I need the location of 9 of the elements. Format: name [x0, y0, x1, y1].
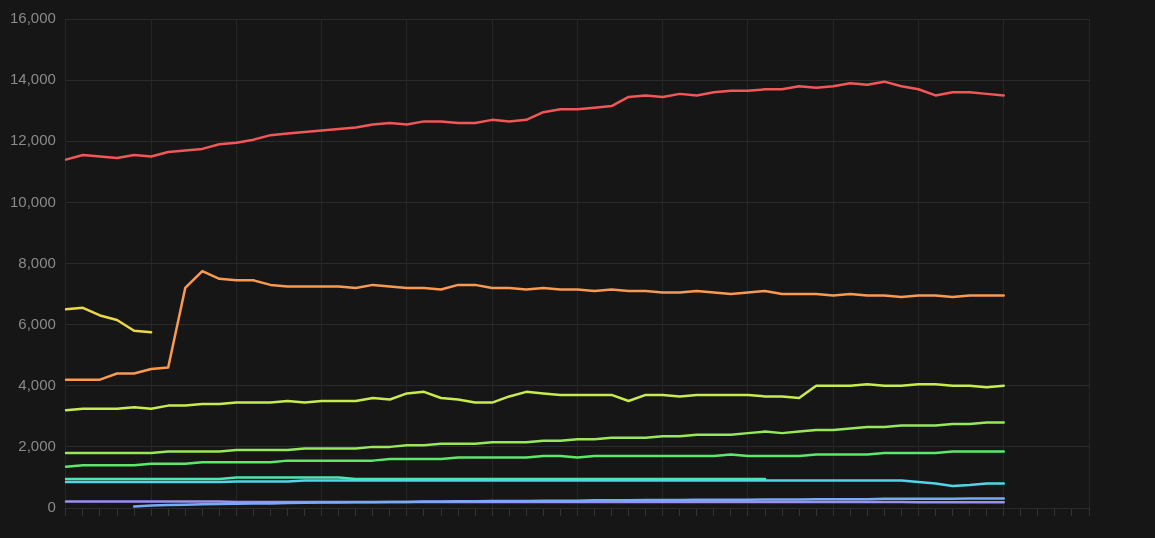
- y-tick-label: 2,000: [18, 437, 56, 455]
- y-tick-label: 0: [47, 498, 56, 516]
- y-tick-label: 10,000: [9, 192, 56, 210]
- y-tick-label: 6,000: [18, 314, 56, 332]
- y-tick-label: 8,000: [18, 253, 56, 271]
- y-tick-label: 16,000: [9, 9, 56, 27]
- y-tick-label: 4,000: [18, 375, 56, 393]
- y-tick-label: 12,000: [9, 131, 56, 149]
- y-tick-label: 14,000: [9, 70, 56, 88]
